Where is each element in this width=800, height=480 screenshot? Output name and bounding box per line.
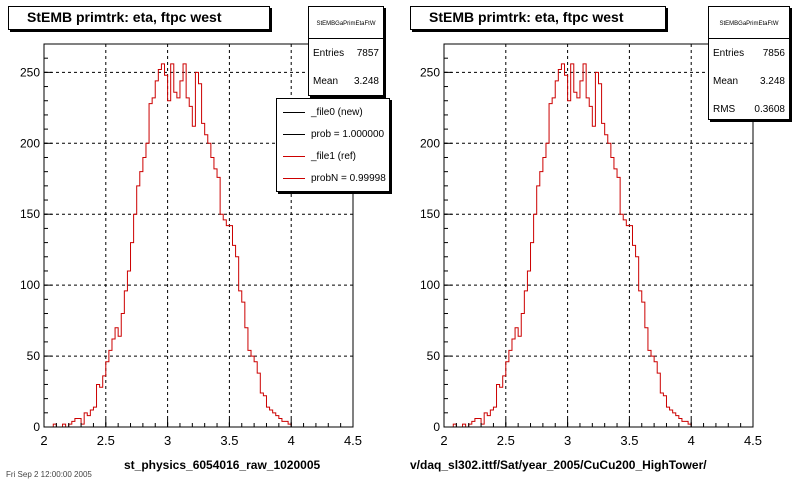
left-stats-entries-value: 7857 (356, 47, 379, 59)
left-stats-entries-row: Entries 7857 (309, 39, 383, 67)
x-tick-label: 4.5 (744, 433, 762, 448)
y-tick-label: 50 (427, 349, 441, 363)
right-stats-entries-label: Entries (713, 47, 745, 59)
legend-entry-new: _file0 (new) (277, 101, 389, 123)
left-legend: _file0 (new) prob = 1.000000 _file1 (ref… (276, 98, 390, 192)
y-tick-label: 250 (420, 65, 440, 79)
right-stats-rms-value: 0.3608 (754, 103, 785, 115)
y-tick-label: 200 (420, 136, 440, 150)
right-stats-rms-row: RMS 0.3608 (709, 95, 789, 123)
y-tick-label: 150 (420, 207, 440, 221)
histogram-series-0 (444, 63, 753, 428)
x-tick-label: 4 (288, 433, 295, 448)
legend-label: _file1 (ref) (311, 150, 357, 162)
y-tick-label: 250 (20, 65, 40, 79)
x-tick-label: 2.5 (97, 433, 115, 448)
right-stats-box: StEMBGaPrimEtaFtW Entries 7856 Mean 3.24… (708, 6, 790, 120)
right-stats-rms-label: RMS (713, 103, 736, 115)
x-tick-label: 4 (688, 433, 695, 448)
left-stats-header: StEMBGaPrimEtaFtW (309, 7, 383, 39)
x-tick-label: 4.5 (344, 433, 362, 448)
x-tick-label: 3.5 (220, 433, 238, 448)
x-tick-label: 3 (164, 433, 171, 448)
y-tick-label: 50 (27, 349, 41, 363)
left-x-axis-label: st_physics_6054016_raw_1020005 (124, 458, 321, 472)
right-stats-mean-value: 3.248 (759, 75, 785, 87)
left-stats-mean-label: Mean (313, 75, 339, 87)
right-stats-mean-label: Mean (713, 75, 739, 87)
left-plot: 2 2.5 3 3.5 4 4.5 0 50 100 150 200 250 (20, 43, 362, 448)
legend-entry-probn: probN = 0.99998 (277, 167, 389, 189)
plot-frame (443, 43, 754, 428)
legend-swatch (283, 111, 305, 113)
legend-label: probN = 0.99998 (311, 172, 386, 184)
x-tick-label: 2 (40, 433, 47, 448)
left-stats-mean-value: 3.248 (353, 75, 379, 87)
right-title: StEMB primtrk: eta, ftpc west (410, 6, 666, 30)
y-tick-label: 100 (20, 278, 40, 292)
right-x-axis-label: v/daq_sl302.ittf/Sat/year_2005/CuCu200_H… (410, 458, 707, 472)
y-tick-label: 150 (20, 207, 40, 221)
plot-frame (43, 43, 354, 428)
x-tick-label: 2 (440, 433, 447, 448)
histogram-series-0 (44, 63, 353, 428)
right-stats-header: StEMBGaPrimEtaFtW (709, 7, 789, 39)
y-tick-label: 0 (433, 420, 440, 434)
legend-entry-ref: _file1 (ref) (277, 145, 389, 167)
x-tick-label: 3 (564, 433, 571, 448)
left-title: StEMB primtrk: eta, ftpc west (8, 6, 270, 30)
legend-label: _file0 (new) (311, 106, 363, 118)
right-stats-entries-row: Entries 7856 (709, 39, 789, 67)
y-tick-label: 200 (20, 136, 40, 150)
legend-swatch (283, 155, 305, 157)
right-stats-mean-row: Mean 3.248 (709, 67, 789, 95)
legend-swatch (283, 133, 305, 135)
left-stats-mean-row: Mean 3.248 (309, 67, 383, 95)
legend-entry-prob: prob = 1.000000 (277, 123, 389, 145)
right-stats-entries-value: 7856 (762, 47, 785, 59)
left-stats-entries-label: Entries (313, 47, 345, 59)
y-tick-label: 0 (33, 420, 40, 434)
legend-swatch (283, 177, 305, 179)
footer-timestamp: Fri Sep 2 12:00:00 2005 (6, 470, 92, 479)
x-tick-label: 2.5 (497, 433, 515, 448)
y-tick-label: 100 (420, 278, 440, 292)
x-tick-label: 3.5 (620, 433, 638, 448)
legend-label: prob = 1.000000 (311, 128, 385, 140)
left-stats-box: StEMBGaPrimEtaFtW Entries 7857 Mean 3.24… (308, 6, 384, 96)
right-plot: 2 2.5 3 3.5 4 4.5 0 50 100 150 200 250 (420, 43, 762, 448)
